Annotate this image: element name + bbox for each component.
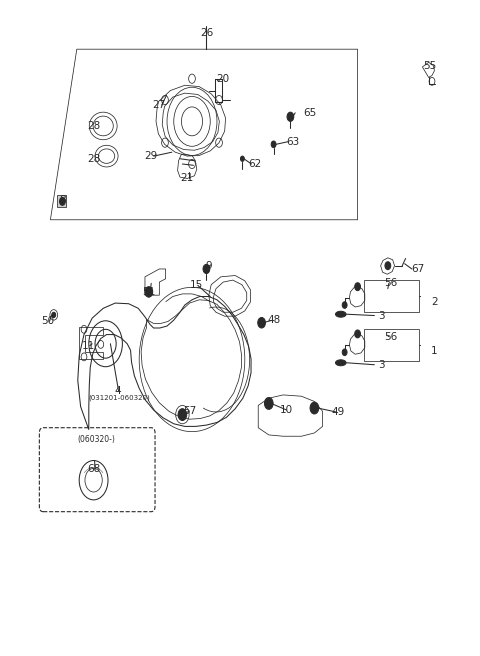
Text: 15: 15	[190, 280, 204, 291]
Text: 48: 48	[267, 315, 280, 325]
Text: 3: 3	[378, 310, 385, 321]
Circle shape	[258, 318, 265, 328]
Text: 56: 56	[384, 278, 398, 289]
Bar	[57, 195, 66, 207]
Text: 27: 27	[152, 100, 165, 110]
Text: 10: 10	[280, 405, 293, 415]
Circle shape	[342, 349, 347, 356]
Circle shape	[355, 283, 360, 291]
Text: 51: 51	[142, 287, 156, 297]
Text: 2: 2	[431, 297, 438, 307]
Circle shape	[145, 287, 153, 297]
Circle shape	[271, 141, 276, 148]
Text: 50: 50	[41, 316, 55, 327]
Text: 28: 28	[87, 121, 100, 131]
Text: 68: 68	[87, 464, 100, 474]
Circle shape	[178, 409, 187, 420]
Text: (060320-): (060320-)	[77, 435, 115, 444]
Text: 3: 3	[378, 359, 385, 370]
Text: 1: 1	[431, 346, 438, 356]
Text: 4: 4	[114, 386, 121, 396]
Circle shape	[60, 197, 65, 205]
Ellipse shape	[336, 359, 346, 365]
Text: 49: 49	[332, 407, 345, 417]
Text: 55: 55	[423, 60, 436, 71]
Text: 62: 62	[248, 159, 261, 169]
Text: 9: 9	[205, 260, 212, 271]
Text: (031201-060320): (031201-060320)	[88, 395, 150, 401]
Text: 26: 26	[200, 28, 213, 38]
Text: 20: 20	[216, 73, 230, 84]
Text: 67: 67	[411, 264, 424, 274]
Text: 28: 28	[87, 154, 100, 164]
Text: 11: 11	[82, 340, 96, 351]
Circle shape	[264, 398, 273, 409]
Circle shape	[203, 264, 210, 274]
Circle shape	[287, 112, 294, 121]
Text: 8: 8	[59, 195, 66, 205]
Text: 29: 29	[144, 151, 158, 161]
Circle shape	[355, 330, 360, 338]
Text: 65: 65	[303, 108, 316, 118]
Bar	[364, 280, 419, 312]
Bar	[364, 329, 419, 361]
Circle shape	[342, 302, 347, 308]
Text: 21: 21	[180, 173, 194, 184]
Circle shape	[385, 262, 391, 270]
Text: 56: 56	[384, 331, 398, 342]
Circle shape	[52, 312, 56, 318]
Circle shape	[310, 402, 319, 414]
Circle shape	[240, 156, 244, 161]
Ellipse shape	[336, 311, 346, 317]
Text: 63: 63	[286, 136, 300, 147]
Text: 57: 57	[183, 406, 196, 417]
